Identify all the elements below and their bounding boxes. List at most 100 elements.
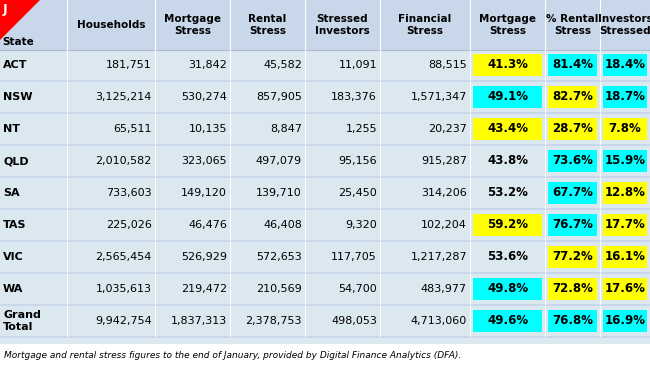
Text: 28.7%: 28.7%	[552, 123, 593, 135]
Bar	[548, 278, 597, 300]
Bar	[603, 118, 647, 140]
Text: 41.3%: 41.3%	[487, 59, 528, 71]
Text: Mortgage
Stress: Mortgage Stress	[479, 14, 536, 36]
Text: 1,571,347: 1,571,347	[411, 92, 467, 102]
Text: VIC: VIC	[3, 252, 24, 262]
Text: 9,320: 9,320	[345, 220, 377, 230]
Text: Financial
Stress: Financial Stress	[398, 14, 452, 36]
Text: 72.8%: 72.8%	[552, 283, 593, 295]
Text: 53.6%: 53.6%	[487, 250, 528, 264]
Bar	[548, 118, 597, 140]
Text: 526,929: 526,929	[181, 252, 227, 262]
Polygon shape	[0, 0, 40, 40]
Bar	[603, 150, 647, 172]
Bar	[0, 210, 650, 240]
Text: Grand: Grand	[3, 310, 41, 320]
Bar	[473, 54, 542, 76]
Text: 225,026: 225,026	[106, 220, 152, 230]
Text: 1,837,313: 1,837,313	[171, 316, 227, 326]
Text: 31,842: 31,842	[188, 60, 227, 70]
Text: J: J	[3, 3, 8, 16]
Text: 1,217,287: 1,217,287	[410, 252, 467, 262]
Bar	[0, 242, 650, 272]
Text: 76.8%: 76.8%	[552, 314, 593, 328]
Text: 183,376: 183,376	[332, 92, 377, 102]
Text: 498,053: 498,053	[331, 316, 377, 326]
Text: 102,204: 102,204	[421, 220, 467, 230]
Bar	[473, 246, 542, 268]
Text: Mortgage
Stress: Mortgage Stress	[164, 14, 221, 36]
Text: Investors
Stressed: Investors Stressed	[597, 14, 650, 36]
Text: 43.8%: 43.8%	[487, 154, 528, 168]
Text: 20,237: 20,237	[428, 124, 467, 134]
Bar	[548, 246, 597, 268]
Text: 12.8%: 12.8%	[604, 187, 645, 199]
Text: 53.2%: 53.2%	[487, 187, 528, 199]
Bar	[0, 178, 650, 208]
Bar	[0, 80, 650, 82]
Bar	[0, 336, 650, 338]
Text: ACT: ACT	[3, 60, 27, 70]
Text: WA: WA	[3, 284, 23, 294]
Bar	[548, 54, 597, 76]
Text: 43.4%: 43.4%	[487, 123, 528, 135]
Text: 81.4%: 81.4%	[552, 59, 593, 71]
Text: 73.6%: 73.6%	[552, 154, 593, 168]
Text: 117,705: 117,705	[332, 252, 377, 262]
Text: TAS: TAS	[3, 220, 27, 230]
Text: 139,710: 139,710	[256, 188, 302, 198]
Text: 76.7%: 76.7%	[552, 219, 593, 232]
Bar	[0, 240, 650, 242]
Bar	[473, 310, 542, 332]
Text: 49.6%: 49.6%	[487, 314, 528, 328]
Text: NSW: NSW	[3, 92, 32, 102]
Text: Households: Households	[77, 20, 145, 30]
Bar	[0, 114, 650, 144]
Text: 8,847: 8,847	[270, 124, 302, 134]
Bar	[603, 310, 647, 332]
Bar	[548, 150, 597, 172]
Bar	[603, 54, 647, 76]
Text: 17.7%: 17.7%	[604, 219, 645, 232]
Bar	[0, 146, 650, 176]
Text: QLD: QLD	[3, 156, 29, 166]
Text: 3,125,214: 3,125,214	[96, 92, 152, 102]
Text: 46,476: 46,476	[188, 220, 227, 230]
Text: Total: Total	[3, 322, 33, 332]
Text: 67.7%: 67.7%	[552, 187, 593, 199]
Bar	[603, 278, 647, 300]
Bar	[0, 112, 650, 114]
Text: 323,065: 323,065	[181, 156, 227, 166]
Bar	[0, 144, 650, 146]
Text: Stressed
Investors: Stressed Investors	[315, 14, 370, 36]
Text: 7.8%: 7.8%	[608, 123, 642, 135]
Text: 2,378,753: 2,378,753	[246, 316, 302, 326]
Text: 314,206: 314,206	[421, 188, 467, 198]
Bar	[0, 344, 650, 366]
Text: 1,255: 1,255	[345, 124, 377, 134]
Bar	[0, 274, 650, 304]
Bar	[0, 82, 650, 112]
Text: 219,472: 219,472	[181, 284, 227, 294]
Bar	[473, 182, 542, 204]
Text: % Rental
Stress: % Rental Stress	[546, 14, 599, 36]
Text: 77.2%: 77.2%	[552, 250, 593, 264]
Text: 4,713,060: 4,713,060	[411, 316, 467, 326]
Bar	[0, 306, 650, 336]
Bar	[473, 214, 542, 236]
Text: 483,977: 483,977	[421, 284, 467, 294]
Bar	[0, 50, 650, 80]
Bar	[473, 118, 542, 140]
Text: 210,569: 210,569	[256, 284, 302, 294]
Text: 15.9%: 15.9%	[604, 154, 645, 168]
Text: 497,079: 497,079	[256, 156, 302, 166]
Text: 733,603: 733,603	[107, 188, 152, 198]
Text: State: State	[2, 37, 34, 47]
Text: 11,091: 11,091	[339, 60, 377, 70]
Text: 9,942,754: 9,942,754	[96, 316, 152, 326]
Bar	[473, 278, 542, 300]
Text: 915,287: 915,287	[421, 156, 467, 166]
Text: 149,120: 149,120	[181, 188, 227, 198]
Bar	[473, 150, 542, 172]
Text: NT: NT	[3, 124, 20, 134]
